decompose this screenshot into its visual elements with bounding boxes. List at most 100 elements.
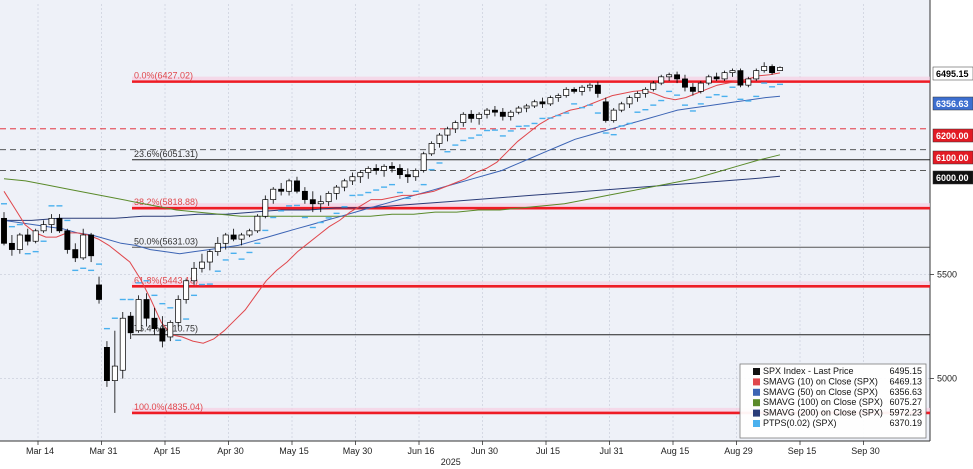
legend-entry-label: SMAVG (200) on Close (SPX) bbox=[763, 408, 883, 418]
legend-swatch bbox=[753, 368, 760, 375]
candle-body bbox=[452, 122, 459, 130]
legend-entry-label: SPX Index - Last Price bbox=[763, 366, 854, 376]
candle-body bbox=[103, 347, 110, 382]
candle-body bbox=[365, 168, 372, 173]
price-tag-label: 6200.00 bbox=[936, 131, 969, 141]
candle-body bbox=[159, 328, 166, 342]
price-tag bbox=[932, 66, 973, 81]
candle-body bbox=[587, 84, 593, 88]
candle-body bbox=[64, 230, 71, 250]
legend-entry-value: 6356.63 bbox=[889, 387, 922, 397]
legend-box bbox=[739, 363, 927, 439]
x-tick-label: Sep 15 bbox=[788, 446, 817, 456]
candle-body bbox=[618, 103, 625, 111]
candle-body bbox=[396, 168, 403, 175]
candle-body bbox=[705, 76, 712, 84]
legend-swatch bbox=[753, 420, 760, 427]
candle-body bbox=[143, 299, 150, 319]
candle-body bbox=[737, 70, 744, 86]
legend-entry-value: 6370.19 bbox=[889, 418, 922, 428]
x-tick-label: Jun 30 bbox=[471, 446, 498, 456]
candle-body bbox=[389, 165, 395, 169]
price-tag bbox=[932, 128, 973, 143]
x-tick-label: Mar 31 bbox=[89, 446, 117, 456]
candle-body bbox=[238, 234, 245, 240]
candle-body bbox=[412, 170, 419, 178]
candle-body bbox=[571, 88, 578, 92]
candle-body bbox=[491, 109, 498, 113]
fib-level-label: 61.8%(5443.18) bbox=[134, 275, 198, 285]
candle-body bbox=[48, 217, 55, 225]
candle-body bbox=[80, 234, 87, 259]
candle-body bbox=[96, 284, 102, 300]
fib-band bbox=[132, 407, 930, 413]
candle-body bbox=[373, 168, 380, 171]
fib-band bbox=[132, 76, 930, 82]
candle-body bbox=[634, 93, 641, 98]
legend-entry-label: SMAVG (50) on Close (SPX) bbox=[763, 387, 878, 397]
x-tick-label: Sep 30 bbox=[851, 446, 880, 456]
candle-body bbox=[325, 193, 332, 203]
candle-body bbox=[246, 230, 253, 236]
candle-body bbox=[262, 199, 269, 217]
legend-entry-value: 6075.27 bbox=[889, 397, 922, 407]
candle-body bbox=[729, 70, 736, 74]
candle-body bbox=[579, 86, 585, 92]
candle-body bbox=[191, 267, 197, 282]
candle-body bbox=[761, 66, 768, 71]
candle-body bbox=[167, 322, 174, 338]
candle-body bbox=[333, 186, 340, 194]
candle-body bbox=[72, 249, 79, 259]
candle-body bbox=[183, 280, 190, 300]
x-tick-label: Jul 31 bbox=[599, 446, 623, 456]
candle-body bbox=[270, 188, 277, 200]
x-tick-label: Apr 15 bbox=[154, 446, 181, 456]
sma-50-line bbox=[3, 95, 781, 255]
candle-body bbox=[523, 105, 530, 109]
candle-body bbox=[309, 199, 316, 205]
x-tick-label: May 30 bbox=[343, 446, 373, 456]
candle-body bbox=[151, 317, 158, 329]
y-tick-label: 5500 bbox=[937, 270, 957, 280]
legend-entry-label: SMAVG (10) on Close (SPX) bbox=[763, 376, 878, 386]
legend-entry-value: 6469.13 bbox=[889, 376, 922, 386]
candle-body bbox=[254, 215, 261, 232]
candle-body bbox=[32, 230, 39, 242]
candle-body bbox=[349, 176, 356, 182]
candle-body bbox=[294, 180, 300, 192]
candle-body bbox=[436, 134, 443, 144]
candle-body bbox=[769, 66, 776, 74]
candle-body bbox=[286, 180, 293, 192]
candle-body bbox=[547, 97, 554, 105]
candle-body bbox=[697, 82, 704, 92]
xaxis-background bbox=[0, 441, 930, 469]
x-tick-label: Apr 30 bbox=[217, 446, 244, 456]
candle-body bbox=[301, 190, 308, 200]
candle-body bbox=[555, 95, 562, 98]
price-tag bbox=[932, 96, 973, 111]
candle-body bbox=[507, 111, 514, 117]
candle-body bbox=[666, 74, 673, 78]
candle-body bbox=[745, 78, 752, 86]
candle-body bbox=[135, 299, 142, 332]
candle-body bbox=[484, 109, 490, 115]
x-tick-label: Aug 29 bbox=[724, 446, 753, 456]
candle-body bbox=[713, 76, 720, 80]
candle-body bbox=[24, 234, 31, 242]
candle-body bbox=[658, 76, 665, 84]
sma-10-line bbox=[3, 72, 781, 344]
candle-body bbox=[531, 101, 538, 107]
x-tick-label: Jun 16 bbox=[407, 446, 434, 456]
candle-body bbox=[563, 88, 570, 96]
price-tag-label: 6100.00 bbox=[936, 153, 969, 163]
fib-level-label: 0.0%(6427.02) bbox=[134, 71, 193, 81]
candle-body bbox=[381, 165, 388, 171]
candle-body bbox=[56, 217, 63, 232]
candle-body bbox=[119, 317, 126, 371]
candle-body bbox=[468, 113, 475, 119]
x-tick-label: May 15 bbox=[279, 446, 309, 456]
legend-swatch bbox=[753, 378, 760, 386]
fib-level-label: 38.2%(5818.88) bbox=[134, 197, 198, 207]
legend-entry-label: PTPS(0.02) (SPX) bbox=[763, 418, 837, 428]
